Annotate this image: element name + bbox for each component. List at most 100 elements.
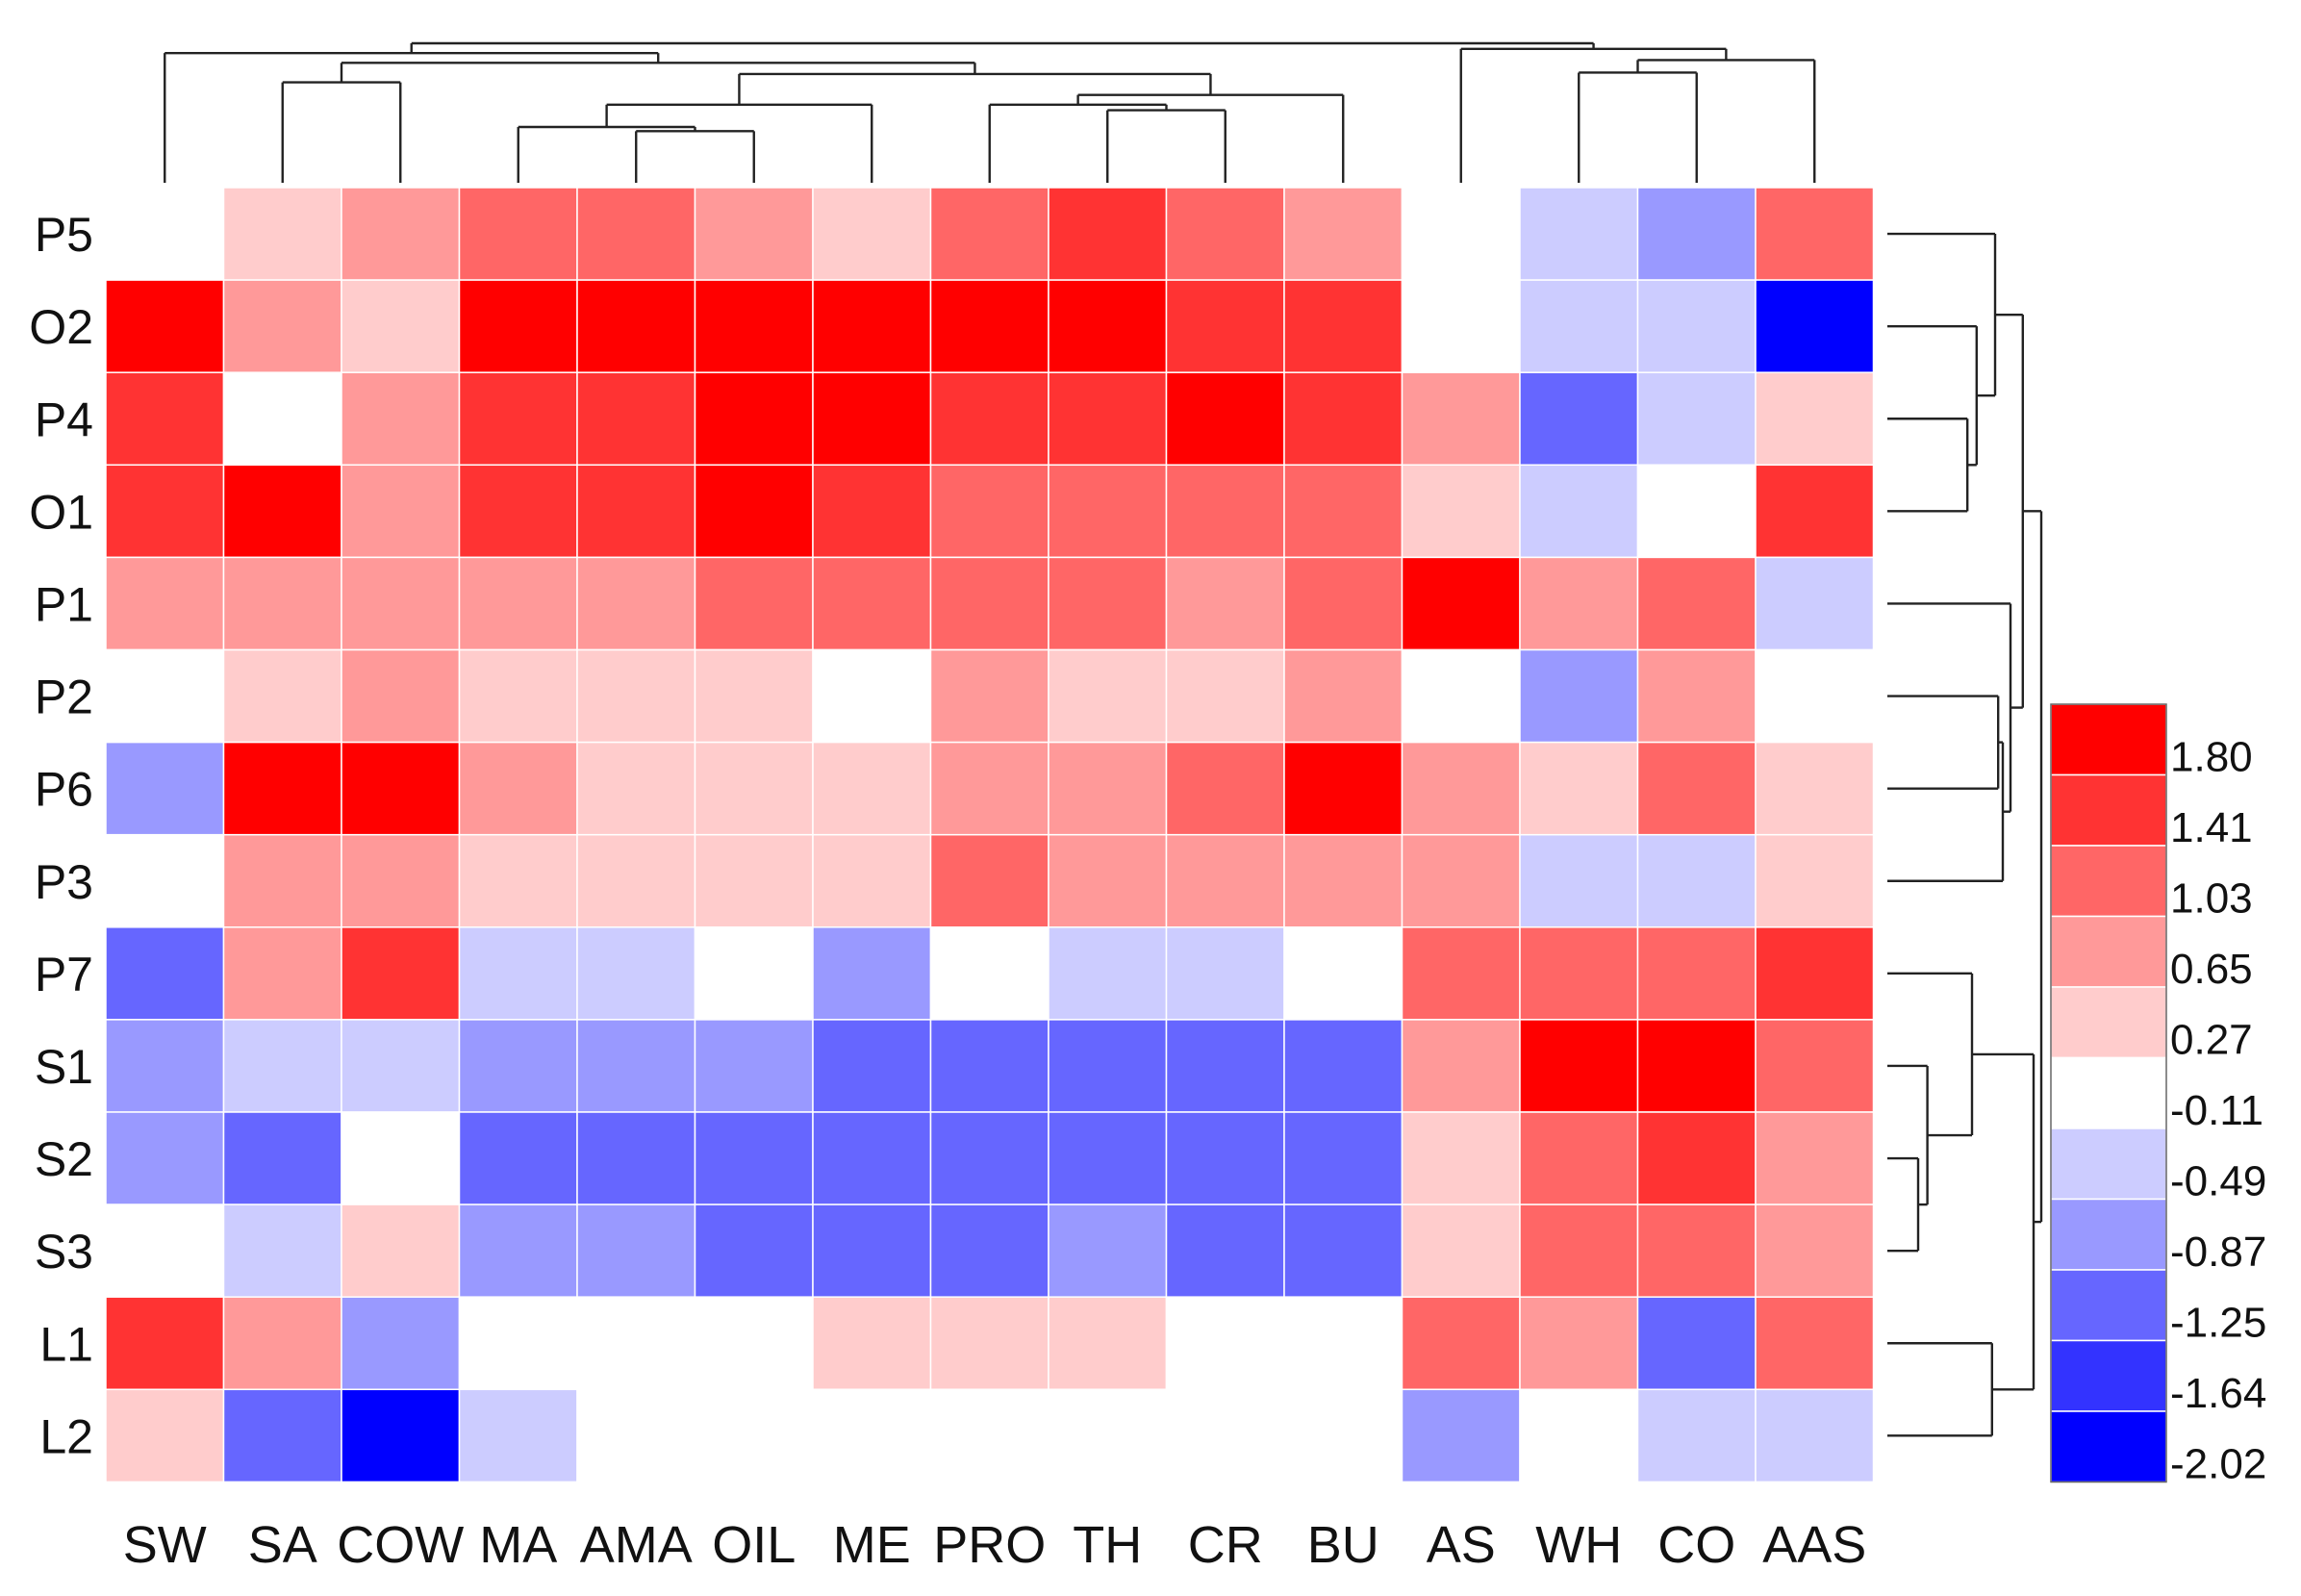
cell-L2-AAS <box>1755 1388 1875 1483</box>
cell-P7-MA <box>458 926 578 1021</box>
cell-P2-CO <box>1636 648 1757 744</box>
cell-P5-SA <box>222 187 342 281</box>
cell-S3-ME <box>812 1203 932 1298</box>
cell-P4-TH <box>1048 371 1168 467</box>
cell-L2-WH <box>1519 1388 1639 1483</box>
legend-swatch-1.80 <box>2050 703 2167 776</box>
cell-P6-SA <box>222 741 342 836</box>
row-label-P3: P3 <box>35 855 93 909</box>
cell-S1-BU <box>1283 1019 1403 1113</box>
cell-L2-OIL <box>694 1388 814 1483</box>
cell-P5-ME <box>812 187 932 281</box>
cell-P2-SA <box>222 648 342 744</box>
cell-P7-SA <box>222 926 342 1021</box>
cell-S1-AS <box>1401 1019 1521 1113</box>
cell-P1-AMA <box>576 556 696 651</box>
cell-O2-AMA <box>576 279 696 373</box>
row-label-P7: P7 <box>35 948 93 1001</box>
legend-label--0.49: -0.49 <box>2170 1158 2266 1205</box>
cell-P4-SW <box>105 371 225 467</box>
cell-P5-AAS <box>1755 187 1875 281</box>
cell-P5-OIL <box>694 187 814 281</box>
cell-P3-SW <box>105 833 225 928</box>
row-label-S3: S3 <box>35 1225 93 1279</box>
cell-S3-CR <box>1165 1203 1285 1298</box>
cell-P6-COW <box>341 741 461 836</box>
row-label-P5: P5 <box>35 208 93 262</box>
column-label-CO: CO <box>1657 1516 1735 1574</box>
cell-S3-AS <box>1401 1203 1521 1298</box>
cell-O2-COW <box>341 279 461 373</box>
cell-O1-BU <box>1283 464 1403 559</box>
legend-label--0.11: -0.11 <box>2170 1087 2263 1134</box>
cell-L2-ME <box>812 1388 932 1483</box>
cell-P6-CR <box>1165 741 1285 836</box>
cell-L2-SA <box>222 1388 342 1483</box>
cell-S3-AAS <box>1755 1203 1875 1298</box>
heatmap-cells <box>105 187 1875 1483</box>
cell-P1-TH <box>1048 556 1168 651</box>
cell-L2-PRO <box>929 1388 1049 1483</box>
cell-P2-AS <box>1401 648 1521 744</box>
cell-O1-CO <box>1636 464 1757 559</box>
cell-P5-CO <box>1636 187 1757 281</box>
cell-L2-AMA <box>576 1388 696 1483</box>
cell-P3-MA <box>458 833 578 928</box>
cell-O2-WH <box>1519 279 1639 373</box>
cell-O2-OIL <box>694 279 814 373</box>
cell-L1-SA <box>222 1296 342 1391</box>
column-label-WH: WH <box>1535 1516 1622 1574</box>
cell-L1-AS <box>1401 1296 1521 1391</box>
cell-L2-CR <box>1165 1388 1285 1483</box>
cell-P2-WH <box>1519 648 1639 744</box>
cell-O1-SW <box>105 464 225 559</box>
cell-P3-OIL <box>694 833 814 928</box>
cell-P2-OIL <box>694 648 814 744</box>
cell-P1-SA <box>222 556 342 651</box>
cell-P1-AS <box>1401 556 1521 651</box>
row-label-O2: O2 <box>29 300 93 354</box>
cell-P4-AAS <box>1755 371 1875 467</box>
column-label-AAS: AAS <box>1762 1516 1866 1574</box>
cell-S2-COW <box>341 1111 461 1205</box>
row-dendrogram <box>1887 232 2043 1437</box>
column-label-SW: SW <box>123 1516 207 1574</box>
cell-P7-PRO <box>929 926 1049 1021</box>
cell-P3-WH <box>1519 833 1639 928</box>
cell-L1-WH <box>1519 1296 1639 1391</box>
column-label-CR: CR <box>1188 1516 1263 1574</box>
cell-S1-CO <box>1636 1019 1757 1113</box>
cell-L2-CO <box>1636 1388 1757 1483</box>
legend-label-1.03: 1.03 <box>2170 875 2253 923</box>
column-label-AMA: AMA <box>580 1516 693 1574</box>
cell-S2-CO <box>1636 1111 1757 1205</box>
cell-P5-BU <box>1283 187 1403 281</box>
cell-P7-BU <box>1283 926 1403 1021</box>
cell-S1-OIL <box>694 1019 814 1113</box>
cell-S3-TH <box>1048 1203 1168 1298</box>
color-legend: 1.80 1.41 1.03 0.65 0.27 -0.11 -0.49 -0.87 -1.25… <box>2050 703 2266 1488</box>
cell-P5-COW <box>341 187 461 281</box>
cell-L1-TH <box>1048 1296 1168 1391</box>
cell-P4-BU <box>1283 371 1403 467</box>
cell-P1-CR <box>1165 556 1285 651</box>
legend-label-1.80: 1.80 <box>2170 734 2253 781</box>
cell-O2-BU <box>1283 279 1403 373</box>
cell-S3-COW <box>341 1203 461 1298</box>
legend-label--1.25: -1.25 <box>2170 1300 2266 1347</box>
cell-P2-BU <box>1283 648 1403 744</box>
cell-P5-WH <box>1519 187 1639 281</box>
cell-L1-PRO <box>929 1296 1049 1391</box>
cell-P2-MA <box>458 648 578 744</box>
cell-P1-SW <box>105 556 225 651</box>
column-label-BU: BU <box>1307 1516 1379 1574</box>
column-label-TH: TH <box>1073 1516 1142 1574</box>
cell-P7-CO <box>1636 926 1757 1021</box>
cell-P2-AAS <box>1755 648 1875 744</box>
cell-L1-MA <box>458 1296 578 1391</box>
cell-O1-PRO <box>929 464 1049 559</box>
cell-P4-OIL <box>694 371 814 467</box>
cell-P6-ME <box>812 741 932 836</box>
cell-S2-AS <box>1401 1111 1521 1205</box>
